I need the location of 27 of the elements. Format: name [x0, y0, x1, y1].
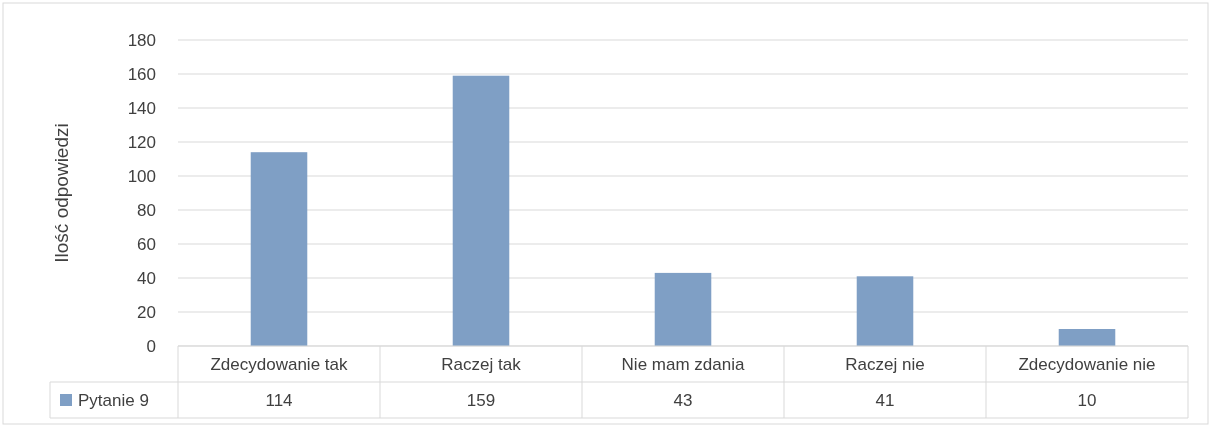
data-label: 41 — [875, 390, 895, 410]
y-tick-label: 180 — [127, 30, 156, 50]
bar — [250, 152, 308, 346]
data-label: 114 — [265, 390, 293, 410]
x-tick-label: Raczej nie — [845, 354, 925, 374]
y-axis-title: Ilość odpowiedzi — [51, 123, 72, 263]
bar — [452, 75, 510, 346]
y-tick-label: 20 — [137, 302, 156, 322]
y-tick-label: 0 — [146, 336, 156, 356]
data-label: 159 — [466, 390, 496, 410]
y-tick-label: 60 — [137, 234, 156, 254]
x-tick-label: Raczej tak — [441, 354, 522, 374]
bar — [856, 276, 914, 346]
bar — [1058, 329, 1116, 346]
x-tick-label: Zdecydowanie tak — [210, 354, 349, 374]
x-tick-label: Zdecydowanie nie — [1018, 354, 1156, 374]
x-tick-label: Nie mam zdania — [621, 354, 745, 374]
y-tick-label: 80 — [137, 200, 156, 220]
data-label: 10 — [1077, 390, 1097, 410]
y-tick-label: 160 — [127, 64, 156, 84]
data-label: 43 — [673, 390, 693, 410]
bar — [654, 272, 712, 346]
y-tick-label: 100 — [127, 166, 156, 186]
y-tick-label: 140 — [127, 98, 156, 118]
y-tick-label: 40 — [137, 268, 156, 288]
legend-label: Pytanie 9 — [78, 390, 149, 410]
y-tick-label: 120 — [127, 132, 156, 152]
